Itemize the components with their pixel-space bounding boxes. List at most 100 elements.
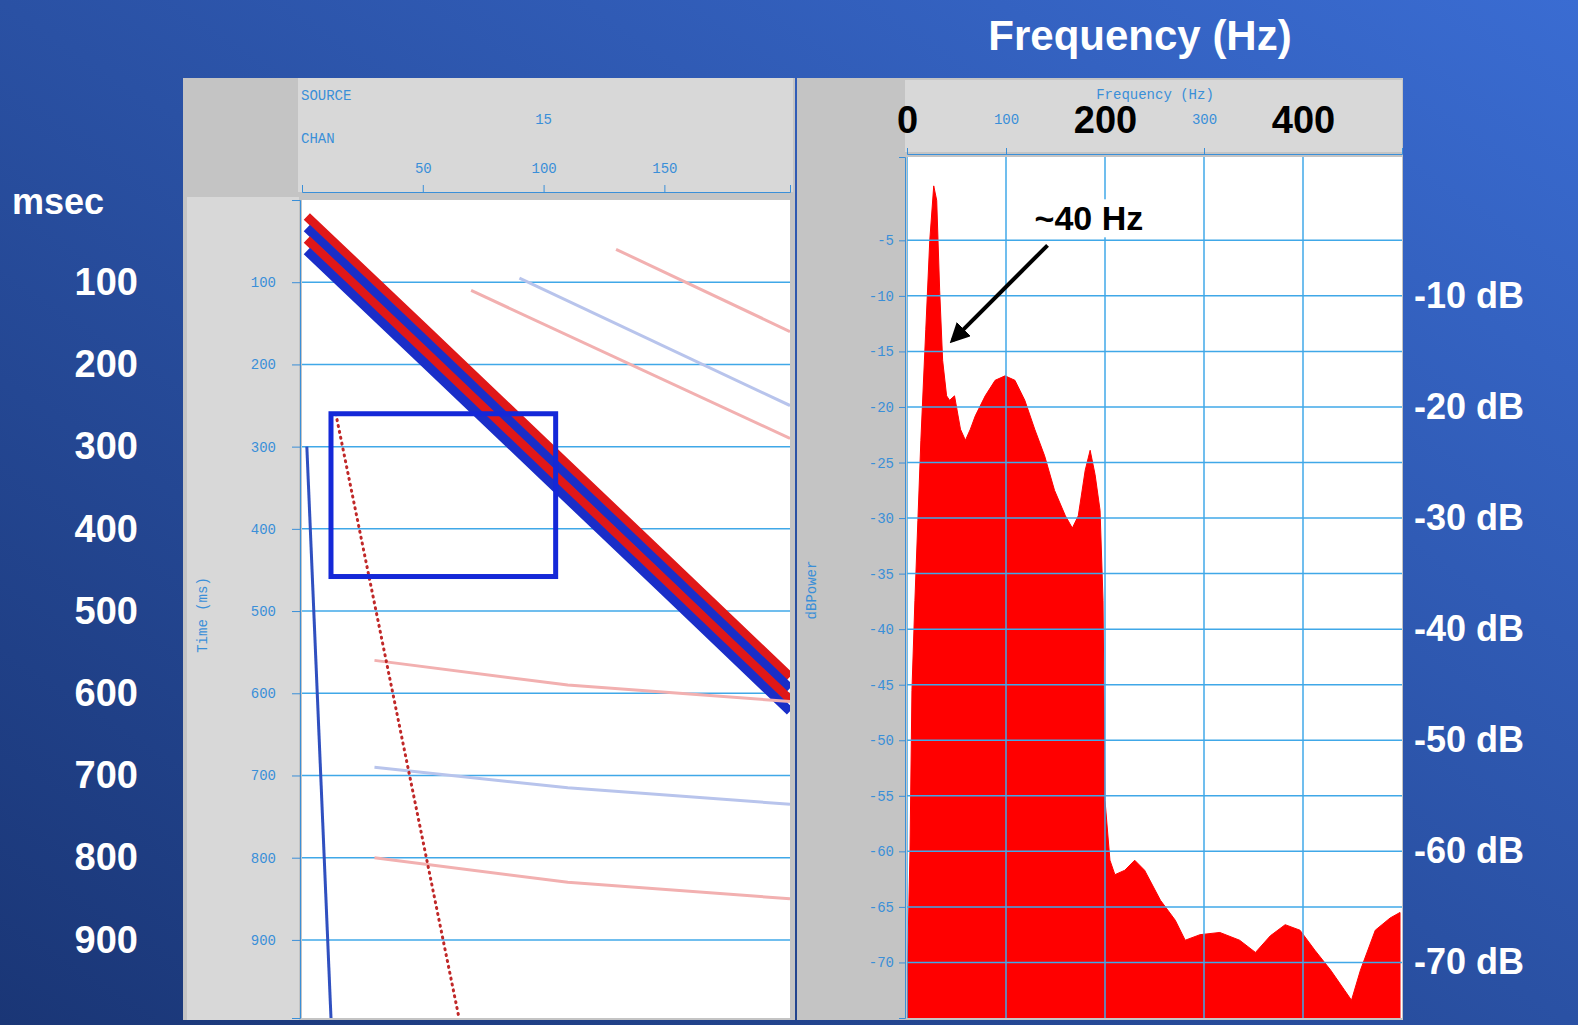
seismic-event [307, 228, 790, 688]
tick: 300 [251, 440, 300, 456]
header-label: SOURCE [301, 88, 351, 104]
axis-title: Frequency (Hz) [1096, 87, 1214, 103]
tick-label: -35 [869, 567, 894, 583]
tick-label: -60 dB [1414, 830, 1524, 871]
tick-label: 800 [75, 836, 138, 878]
tick-label: -70 dB [1414, 941, 1524, 982]
plot-background [302, 200, 790, 1018]
tick-label: 400 [251, 522, 276, 538]
tick-mark [292, 529, 300, 530]
tick-label: -30 dB [1414, 497, 1524, 538]
tick-label: 200 [1074, 99, 1137, 141]
grid-line [907, 157, 908, 1018]
seismic-event [307, 216, 790, 676]
tick-mark [899, 907, 905, 908]
tick-label: 900 [75, 919, 138, 961]
tick-label: -70 [869, 955, 894, 971]
tick-mark [292, 447, 300, 448]
grid-line [1104, 157, 1106, 1018]
tick: 100 [251, 275, 300, 291]
tick-label: 50 [415, 161, 432, 177]
annotation-text: ~40 Hz [1035, 199, 1144, 237]
tick-label: -10 [869, 289, 894, 305]
tick-mark [899, 796, 905, 797]
tick: -20 dB [1414, 386, 1524, 427]
tick: -70 dB [1414, 941, 1524, 982]
tick: 800 [251, 851, 300, 867]
tick: -10 [869, 289, 905, 305]
header-background [905, 80, 1402, 152]
tick: -50 [869, 733, 905, 749]
tick-mark [899, 629, 905, 630]
tick: -55 [869, 789, 905, 805]
tick: 700 [251, 768, 300, 784]
grid-line [1203, 157, 1205, 1018]
tick-mark [1204, 148, 1205, 154]
tick: -30 [869, 511, 905, 527]
tick: -30 dB [1414, 497, 1524, 538]
seismic-event [616, 249, 790, 331]
background [0, 0, 1578, 1025]
grid-line [302, 775, 790, 777]
tick-mark [899, 574, 905, 575]
plot-area [907, 157, 1402, 1018]
tick: -60 dB [1414, 830, 1524, 871]
grid-line [907, 740, 1402, 742]
tick-label: 700 [75, 754, 138, 796]
plot-background [907, 157, 1402, 1018]
grid-line [907, 684, 1402, 686]
tick-label: 600 [75, 672, 138, 714]
tick-mark [664, 185, 665, 192]
tick-mark [899, 962, 905, 963]
slide-time-axis: 100200300400500600700800900 [75, 261, 138, 961]
tick-label: -30 [869, 511, 894, 527]
tick-label: 200 [75, 343, 138, 385]
tick-mark [899, 685, 905, 686]
tick-mark [544, 185, 545, 192]
tick-label: 800 [251, 851, 276, 867]
tick: 900 [251, 933, 300, 949]
grid-line [302, 528, 790, 530]
tick-label: 400 [1272, 99, 1335, 141]
tick: -60 [869, 844, 905, 860]
tick: 300 [1192, 112, 1217, 154]
tick: -5 [877, 233, 905, 249]
axis-line [899, 158, 906, 1019]
tick: -65 [869, 900, 905, 916]
seismic-event [374, 660, 790, 701]
seismic-event [307, 447, 331, 1018]
tick: -50 dB [1414, 719, 1524, 760]
spectrum-area [907, 186, 1400, 1018]
tick-mark [1006, 148, 1007, 154]
tick: 100 [75, 261, 138, 303]
tick-label: 150 [652, 161, 677, 177]
seismic-event [374, 767, 790, 804]
panel-background [183, 78, 795, 1020]
grid-line [907, 351, 1402, 353]
tick-label: 100 [531, 161, 556, 177]
y-axis: 100200300400500600700800900 [251, 201, 301, 1019]
tick: -40 [869, 622, 905, 638]
grid-line [907, 573, 1402, 575]
grid-line [907, 462, 1402, 464]
tick: 400 [251, 522, 300, 538]
tick: -70 [869, 955, 905, 971]
highlight-box [331, 414, 556, 577]
tick-label: 700 [251, 768, 276, 784]
tick: 600 [75, 672, 138, 714]
axis-line [303, 185, 791, 193]
axis-title: msec [12, 181, 104, 222]
grid-line [302, 939, 790, 941]
axis-line [292, 201, 301, 1019]
tick-label: 300 [251, 440, 276, 456]
tick-label: 100 [75, 261, 138, 303]
slide: 1002003004005006007008009005010015010020… [0, 0, 1578, 1025]
tick: 400 [1272, 99, 1335, 141]
axis-line [908, 148, 1403, 155]
tick-label: -15 [869, 344, 894, 360]
tick-label: -25 [869, 455, 894, 471]
tick: 400 [75, 508, 138, 550]
header-background [298, 78, 793, 192]
slide-frequency-axis: 0200400 [897, 99, 1335, 141]
tick: 700 [75, 754, 138, 796]
